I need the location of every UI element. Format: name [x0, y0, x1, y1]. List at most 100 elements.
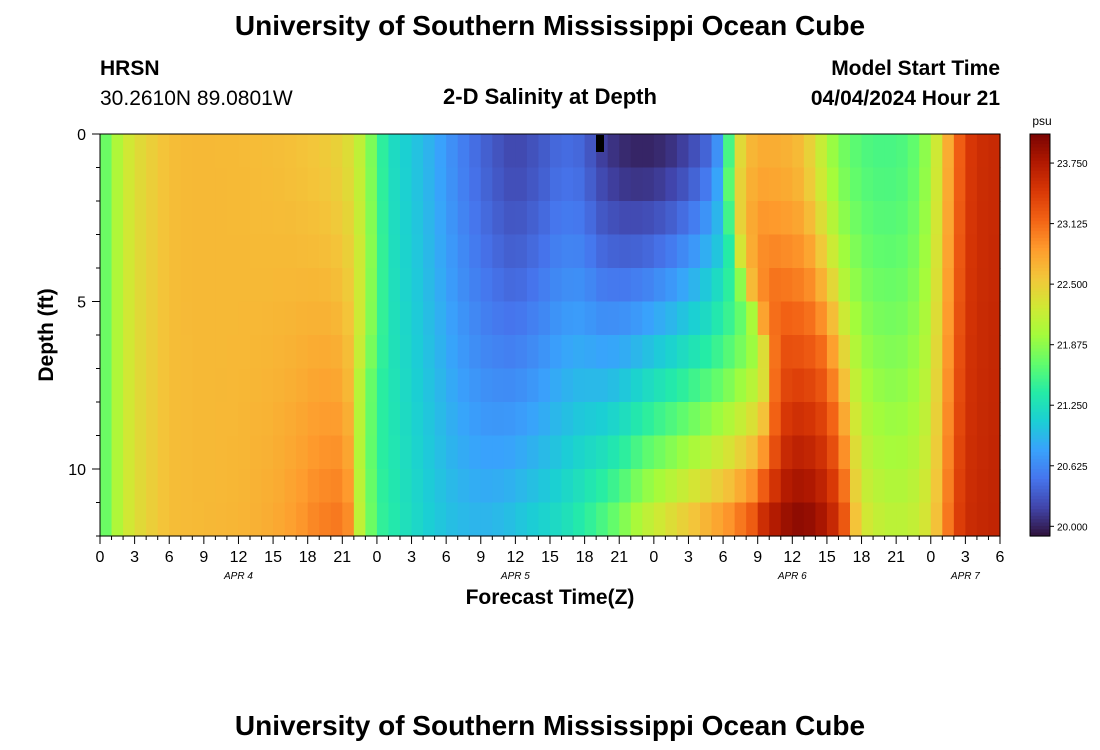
heat-cell — [319, 301, 332, 336]
heat-cell — [353, 402, 366, 437]
heat-cell — [734, 268, 747, 303]
heat-cell — [273, 268, 286, 303]
heat-cell — [180, 335, 193, 370]
heat-cell — [111, 335, 124, 370]
x-tick-label: 0 — [926, 549, 935, 566]
heat-cell — [907, 134, 920, 169]
heat-cell — [273, 469, 286, 504]
heat-cell — [411, 435, 424, 470]
heat-cell — [769, 335, 782, 370]
heat-cell — [803, 368, 816, 403]
heat-cell — [446, 268, 459, 303]
heat-cell — [734, 435, 747, 470]
heat-cell — [757, 201, 770, 236]
heat-cell — [884, 368, 897, 403]
heat-cell — [273, 335, 286, 370]
heat-cell — [792, 402, 805, 437]
heat-cell — [607, 268, 620, 303]
colorbar-segment — [1030, 338, 1050, 343]
heat-cell — [780, 167, 793, 202]
heat-cell — [953, 201, 966, 236]
heat-cell — [503, 201, 516, 236]
heat-cell — [169, 234, 182, 269]
heat-cell — [919, 335, 932, 370]
heat-cell — [296, 268, 309, 303]
heat-cell — [180, 201, 193, 236]
heat-cell — [146, 301, 159, 336]
heat-cell — [896, 301, 909, 336]
heat-cell — [480, 435, 493, 470]
heat-cell — [123, 201, 136, 236]
heat-cell — [838, 469, 851, 504]
heat-cell — [365, 335, 378, 370]
date-label: APR 5 — [500, 571, 530, 582]
heat-cell — [826, 502, 840, 537]
heat-cell — [434, 435, 447, 470]
heat-cell — [203, 435, 216, 470]
colorbar-segment — [1030, 522, 1050, 527]
heat-cell — [157, 268, 170, 303]
heat-cell — [215, 134, 228, 169]
colorbar-segment — [1030, 465, 1050, 470]
colorbar-segment — [1030, 187, 1050, 192]
heat-cell — [296, 167, 309, 202]
x-axis-label: Forecast Time(Z) — [466, 586, 635, 609]
heat-cell — [619, 335, 632, 370]
heat-cell — [723, 167, 736, 202]
heat-cell — [330, 402, 343, 437]
heat-cell — [134, 234, 147, 269]
heat-cell — [480, 335, 493, 370]
heat-cell — [457, 268, 470, 303]
colorbar-segment — [1030, 184, 1050, 189]
heat-cell — [573, 234, 586, 269]
heat-cell — [953, 301, 966, 336]
heat-cell — [723, 469, 736, 504]
heat-cell — [480, 268, 493, 303]
heat-cell — [180, 134, 193, 169]
heat-cell — [734, 201, 747, 236]
heat-cell — [307, 234, 320, 269]
heat-cell — [976, 201, 990, 236]
heat-cell — [976, 301, 990, 336]
heat-cell — [273, 402, 286, 437]
heat-cell — [146, 134, 159, 169]
heat-cell — [700, 201, 713, 236]
heat-cell — [792, 134, 805, 169]
heat-cell — [550, 469, 563, 504]
heat-cell — [723, 435, 736, 470]
heat-cell — [861, 435, 874, 470]
heat-cell — [469, 335, 482, 370]
heat-cell — [584, 301, 597, 336]
heat-cell — [157, 435, 170, 470]
heat-cell — [803, 234, 816, 269]
heat-cell — [907, 402, 920, 437]
heat-cell — [319, 268, 332, 303]
heat-cell — [550, 134, 563, 169]
heat-cell — [573, 301, 586, 336]
heat-cell — [296, 469, 309, 504]
heat-cell — [884, 469, 897, 504]
heat-cell — [123, 368, 136, 403]
x-tick-label: 12 — [783, 549, 801, 566]
heat-cell — [619, 435, 632, 470]
heat-cell — [365, 402, 378, 437]
heat-cell — [261, 335, 274, 370]
heat-cell — [953, 402, 966, 437]
heat-cell — [307, 502, 320, 537]
heat-cell — [226, 502, 240, 537]
heat-cell — [250, 335, 263, 370]
heat-cell — [457, 402, 470, 437]
heat-cell — [307, 335, 320, 370]
heat-cell — [988, 335, 1001, 370]
heat-cell — [307, 301, 320, 336]
x-tick-label: 6 — [165, 549, 174, 566]
heat-cell — [180, 435, 193, 470]
heat-cell — [815, 201, 828, 236]
heat-cell — [226, 402, 240, 437]
heat-cell — [388, 502, 401, 537]
heat-cell — [388, 268, 401, 303]
plot-title: 2-D Salinity at Depth — [443, 84, 657, 109]
heat-cell — [261, 402, 274, 437]
heat-cell — [850, 368, 863, 403]
heat-cell — [769, 368, 782, 403]
